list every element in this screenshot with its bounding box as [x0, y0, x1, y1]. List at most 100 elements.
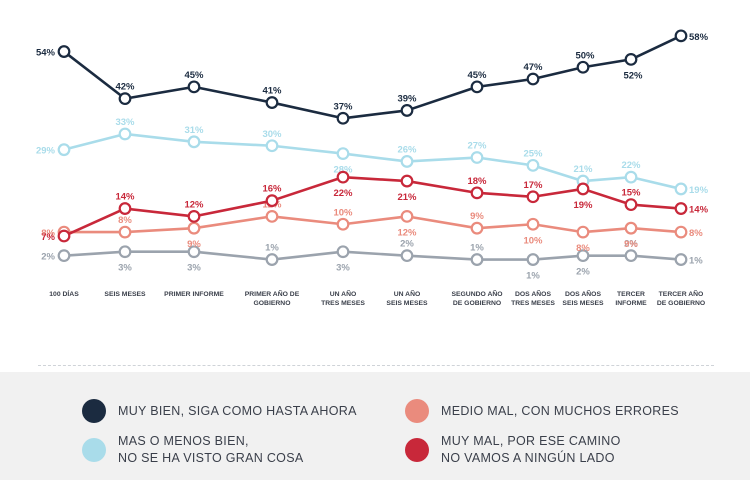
data-label: 30%: [262, 129, 282, 140]
data-point: [336, 147, 350, 161]
x-tick-label: 100 DÍAS: [49, 289, 79, 298]
data-point: [400, 249, 414, 263]
data-point: [624, 53, 638, 66]
x-tick-label: TERCER AÑO DE GOBIERNO: [657, 289, 705, 307]
data-point: [118, 127, 132, 141]
data-point: [336, 245, 350, 259]
data-point: [400, 155, 414, 168]
data-label: 8%: [41, 228, 55, 239]
data-point: [526, 217, 540, 231]
data-point: [187, 209, 201, 223]
data-label: 2%: [624, 239, 638, 250]
legend-item-muy-bien: MUY BIEN, SIGA COMO HASTA AHORA: [82, 399, 357, 423]
legend-label: MUY BIEN, SIGA COMO HASTA AHORA: [118, 403, 357, 418]
data-label: 9%: [470, 211, 484, 222]
data-label: 31%: [184, 125, 204, 136]
legend-label: MEDIO MAL, CON MUCHOS ERRORES: [441, 403, 679, 418]
data-label: 41%: [262, 86, 282, 97]
data-label: 22%: [621, 160, 641, 171]
data-point: [526, 253, 540, 266]
data-label: 2%: [41, 252, 55, 263]
x-tick-label: PRIMER INFORME: [164, 291, 224, 298]
data-point: [336, 217, 350, 231]
data-label: 26%: [397, 144, 417, 155]
data-label: 21%: [397, 192, 417, 203]
legend-swatch: [82, 438, 106, 462]
legend-swatch: [405, 438, 429, 462]
legend-label: MUY MAL, POR ESE CAMINO NO VAMOS A NINGÚ…: [441, 434, 621, 465]
data-point: [470, 253, 484, 266]
x-tick-label: UN AÑO SEIS MESES: [386, 289, 428, 307]
data-point: [400, 174, 414, 188]
x-tick-label: SEGUNDO AÑO DE GOBIERNO: [451, 289, 502, 307]
data-point: [674, 253, 688, 266]
data-label: 19%: [689, 185, 709, 196]
data-label: 33%: [115, 117, 135, 128]
data-label: 52%: [623, 70, 643, 81]
data-label: 28%: [333, 165, 353, 176]
legend-item-muy-mal: MUY MAL, POR ESE CAMINO NO VAMOS A NINGÚ…: [405, 433, 621, 467]
data-label: 16%: [262, 184, 282, 195]
data-label: 1%: [470, 243, 484, 254]
divider: [38, 365, 714, 366]
x-tick-label: PRIMER AÑO DE GOBIERNO: [245, 289, 300, 307]
data-point: [470, 80, 484, 94]
data-point: [57, 143, 71, 157]
data-label: 12%: [397, 227, 417, 238]
legend: MUY BIEN, SIGA COMO HASTA AHORA MEDIO MA…: [0, 372, 750, 480]
data-point: [118, 92, 132, 106]
series-2: 7% 14% 12% 16% 22% 21% 18% 17% 19% 15% 14%: [41, 170, 709, 243]
data-label: 8%: [576, 243, 590, 254]
data-point: [674, 29, 688, 43]
data-point: [576, 60, 590, 74]
series-3: 8% 8% 9% 12% 10% 12% 9% 10% 8% 9% 8%: [41, 199, 703, 254]
data-label: 27%: [467, 141, 487, 152]
data-label: 21%: [573, 164, 593, 175]
x-tick-label: DOS AÑOS TRES MESES: [511, 289, 555, 307]
data-point: [336, 170, 350, 184]
data-label: 22%: [333, 188, 353, 199]
data-label: 45%: [184, 70, 204, 81]
data-label: 8%: [689, 228, 703, 239]
data-label: 39%: [397, 93, 417, 104]
data-label: 3%: [187, 263, 201, 274]
data-label: 17%: [523, 180, 543, 191]
data-point: [526, 72, 540, 86]
legend-swatch: [82, 399, 106, 423]
data-label: 9%: [624, 239, 638, 250]
data-point: [470, 221, 484, 235]
data-label: 1%: [689, 256, 703, 267]
line-chart: 2% 3% 3% 1% 3% 2% 1% 1% 2% 2% 1% 8% 8% 9% 12% 10% 12% 9% 1…: [36, 29, 709, 307]
data-point: [526, 158, 540, 172]
data-label: 45%: [467, 70, 487, 81]
series-line: [63, 34, 682, 120]
data-point: [624, 221, 638, 235]
data-label: 47%: [523, 62, 543, 73]
data-label: 42%: [115, 82, 135, 93]
data-point: [118, 225, 132, 239]
data-point: [187, 135, 201, 149]
data-point: [674, 202, 688, 215]
data-label: 9%: [187, 239, 201, 250]
data-point: [576, 225, 590, 239]
data-label: 25%: [523, 148, 543, 159]
data-point: [118, 245, 132, 259]
data-point: [57, 229, 71, 243]
data-point: [187, 80, 201, 94]
data-point: [624, 198, 638, 212]
data-point: [400, 209, 414, 223]
data-point: [400, 104, 414, 117]
x-tick-label: TERCER INFORME: [615, 291, 647, 307]
data-point: [118, 202, 132, 215]
data-label: 37%: [333, 101, 353, 112]
data-point: [526, 190, 540, 204]
legend-item-mas-o-menos: MAS O MENOS BIEN, NO SE HA VISTO GRAN CO…: [82, 433, 303, 467]
data-point: [624, 249, 638, 263]
data-label: 2%: [576, 267, 590, 278]
data-label: 14%: [115, 192, 135, 203]
data-label: 29%: [36, 146, 56, 157]
data-label: 15%: [621, 188, 641, 199]
data-point: [336, 111, 350, 125]
data-point: [265, 194, 279, 208]
series-4: 2% 3% 3% 1% 3% 2% 1% 1% 2% 2% 1%: [41, 239, 703, 282]
